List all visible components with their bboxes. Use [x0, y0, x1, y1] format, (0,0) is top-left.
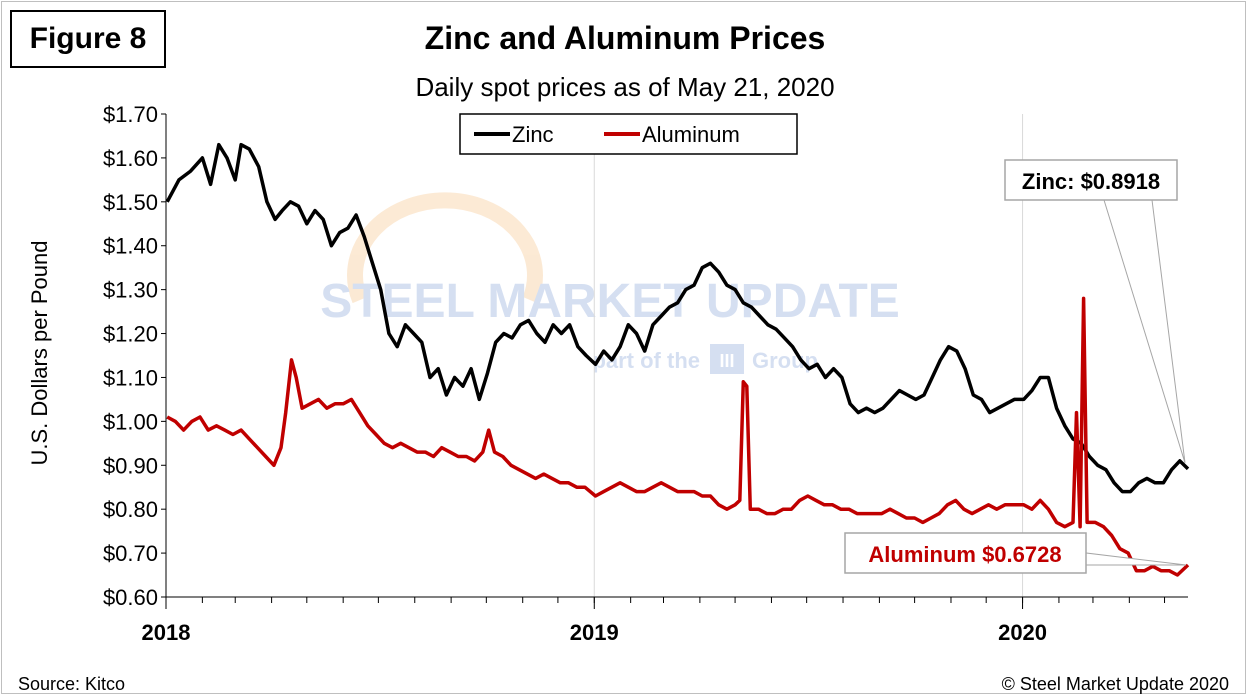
watermark-text: STEEL MARKET UPDATE — [320, 275, 900, 328]
legend: Zinc Aluminum — [459, 113, 798, 155]
y-tick-label: $1.60 — [103, 146, 158, 171]
source-note: Source: Kitco — [18, 674, 126, 694]
watermark-logo — [710, 344, 744, 374]
y-tick-label: $0.60 — [103, 585, 158, 610]
watermark-logo-text: III — [719, 351, 734, 371]
y-tick-label: $1.00 — [103, 409, 158, 434]
figure-label: Figure 8 — [10, 10, 166, 68]
y-tick-label: $1.50 — [103, 190, 158, 215]
chart-title: Zinc and Aluminum Prices — [424, 20, 826, 56]
watermark-arc — [347, 192, 543, 304]
y-tick-label: $1.20 — [103, 322, 158, 347]
chart-subtitle: Daily spot prices as of May 21, 2020 — [415, 72, 835, 102]
y-tick-label: $0.90 — [103, 453, 158, 478]
y-tick-label: $0.70 — [103, 541, 158, 566]
zinc-callout-pointer — [1103, 199, 1186, 464]
zinc-callout-box — [1004, 159, 1178, 201]
legend-label-zinc: Zinc — [512, 122, 554, 147]
aluminum-callout-pointer — [1085, 552, 1187, 566]
zinc-callout-label: Zinc: $0.8918 — [1022, 169, 1160, 194]
copyright-note: © Steel Market Update 2020 — [1001, 674, 1229, 694]
x-tick-label: 2018 — [142, 620, 191, 645]
x-tick-label: 2020 — [998, 620, 1047, 645]
y-tick-label: $1.10 — [103, 365, 158, 390]
series-lines — [165, 142, 1190, 577]
aluminum-callout-label: Aluminum $0.6728 — [868, 542, 1061, 567]
axes: $0.60 $0.70 $0.80 $0.90 $1.00 $1.10 $1.20 $1.30… — [103, 102, 1188, 645]
y-tick-label: $1.30 — [103, 278, 158, 303]
x-tick-label: 2019 — [570, 620, 619, 645]
y-tick-label: $0.80 — [103, 497, 158, 522]
gridlines — [165, 114, 1024, 597]
aluminum-callout-box — [844, 532, 1087, 574]
y-tick-label: $1.40 — [103, 234, 158, 259]
legend-label-aluminum: Aluminum — [642, 122, 740, 147]
annotations: Zinc: $0.8918 Aluminum $0.6728 — [844, 159, 1187, 574]
series-line-zinc — [165, 142, 1190, 494]
watermark: STEEL MARKET UPDATE part of the III Grou… — [320, 192, 900, 374]
y-tick-label: $1.70 — [103, 102, 158, 127]
series-line-aluminum — [166, 296, 1190, 577]
